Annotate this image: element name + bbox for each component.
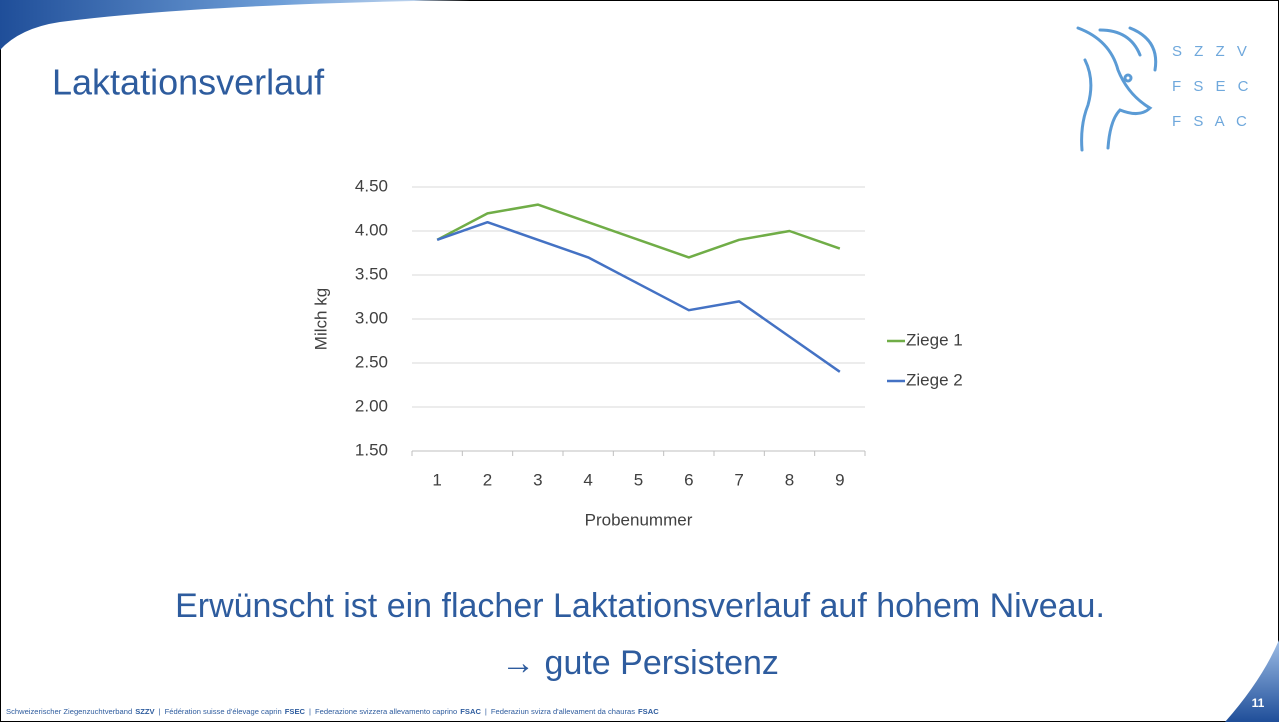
logo-text: S Z Z V F S E C F S A C (1172, 43, 1253, 130)
logo-line: F S E C (1172, 78, 1253, 95)
series-line (436, 203, 841, 259)
footer-abbr: FSAC (460, 707, 481, 716)
top-swoosh (0, 0, 470, 50)
footer: Schweizerischer Ziegenzuchtverband SZZV | F… (6, 707, 659, 716)
footer-name: Federazione svizzera allevamento caprino (315, 707, 457, 716)
x-tick-label: 4 (583, 470, 592, 489)
logo-line: S Z Z V (1172, 43, 1251, 60)
footer-abbr: FSEC (285, 707, 306, 716)
corner-shape (1225, 640, 1279, 722)
x-tick-label: 2 (483, 470, 492, 489)
footer-separator: | (485, 707, 487, 716)
x-tick-label: 6 (684, 470, 693, 489)
goat-logo (1076, 26, 1158, 152)
x-tick-label: 9 (835, 470, 844, 489)
footer-abbr: FSAC (638, 707, 659, 716)
footer-abbr: SZZV (135, 707, 155, 716)
footer-name: Federaziun svizra d'allevament da chaura… (491, 707, 635, 716)
y-tick-label: 4.50 (355, 176, 388, 195)
x-tick-label: 1 (432, 470, 441, 489)
x-tick-label: 3 (533, 470, 542, 489)
x-axis-label: Probenummer (585, 510, 693, 529)
footer-name: Fédération suisse d'élevage caprin (165, 707, 282, 716)
footer-name: Schweizerischer Ziegenzuchtverband (6, 707, 132, 716)
footer-separator: | (159, 707, 161, 716)
x-tick-label: 7 (734, 470, 743, 489)
page-number: 11 (1252, 696, 1265, 710)
footer-separator: | (309, 707, 311, 716)
y-tick-label: 3.00 (355, 308, 388, 327)
y-tick-label: 1.50 (355, 440, 388, 459)
x-tick-label: 8 (785, 470, 794, 489)
x-tick-label: 5 (634, 470, 643, 489)
legend-label: Ziege 2 (906, 370, 963, 389)
body-text: → gute Persistenz (501, 644, 779, 682)
y-tick-label: 2.50 (355, 352, 388, 371)
slide-title: Laktationsverlauf (52, 62, 325, 103)
body-text: Erwünscht ist ein flacher Laktationsverl… (175, 587, 1105, 625)
y-axis-label: Milch kg (311, 288, 330, 350)
logo-line: F S A C (1172, 113, 1251, 130)
series-line (436, 220, 841, 373)
y-tick-label: 4.00 (355, 220, 388, 239)
legend-label: Ziege 1 (906, 330, 963, 349)
y-tick-label: 3.50 (355, 264, 388, 283)
chart: 1.50 2.00 2.50 3.00 3.50 4.00 4.50 1 2 3 4 5 6 7 8 9 Pro… (311, 176, 962, 529)
y-tick-label: 2.00 (355, 396, 388, 415)
